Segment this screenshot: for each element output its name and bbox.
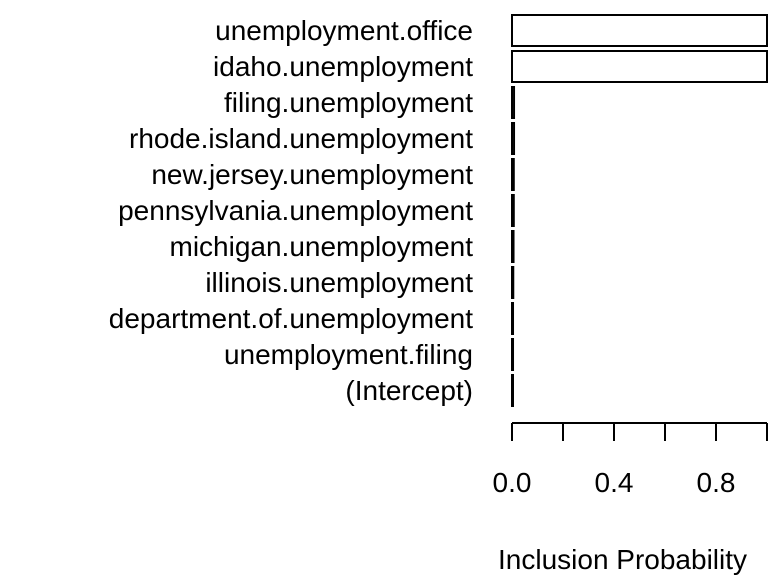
bar: [511, 230, 515, 263]
category-label: idaho.unemployment: [213, 51, 473, 82]
x-tick-label: 0.8: [697, 467, 736, 498]
bar: [511, 338, 515, 371]
bar: [511, 374, 514, 407]
category-label: rhode.island.unemployment: [129, 123, 473, 154]
category-label: illinois.unemployment: [205, 267, 473, 298]
bar: [511, 14, 768, 47]
category-label: michigan.unemployment: [170, 231, 474, 262]
category-label: new.jersey.unemployment: [151, 159, 473, 190]
category-label: unemployment.filing: [224, 339, 473, 370]
bar: [511, 86, 516, 119]
bar: [511, 302, 515, 335]
x-tick-label: 0.4: [595, 467, 634, 498]
category-label: pennsylvania.unemployment: [118, 195, 473, 226]
category-label: department.of.unemployment: [109, 303, 473, 334]
bar: [511, 266, 515, 299]
category-label: (Intercept): [345, 375, 473, 406]
bar: [511, 194, 515, 227]
x-axis-label: Inclusion Probability: [498, 544, 747, 575]
category-label: filing.unemployment: [224, 87, 473, 118]
bar: [511, 158, 515, 191]
x-axis: 0.0 0.4 0.8: [493, 422, 768, 498]
bar: [511, 122, 516, 155]
x-tick-labels: 0.0 0.4 0.8: [493, 467, 736, 498]
bars: [511, 14, 768, 407]
x-tick-label: 0.0: [493, 467, 532, 498]
bar: [511, 50, 768, 83]
category-labels: unemployment.office idaho.unemployment fil…: [109, 15, 473, 406]
category-label: unemployment.office: [215, 15, 473, 46]
x-ticks: [511, 423, 768, 441]
